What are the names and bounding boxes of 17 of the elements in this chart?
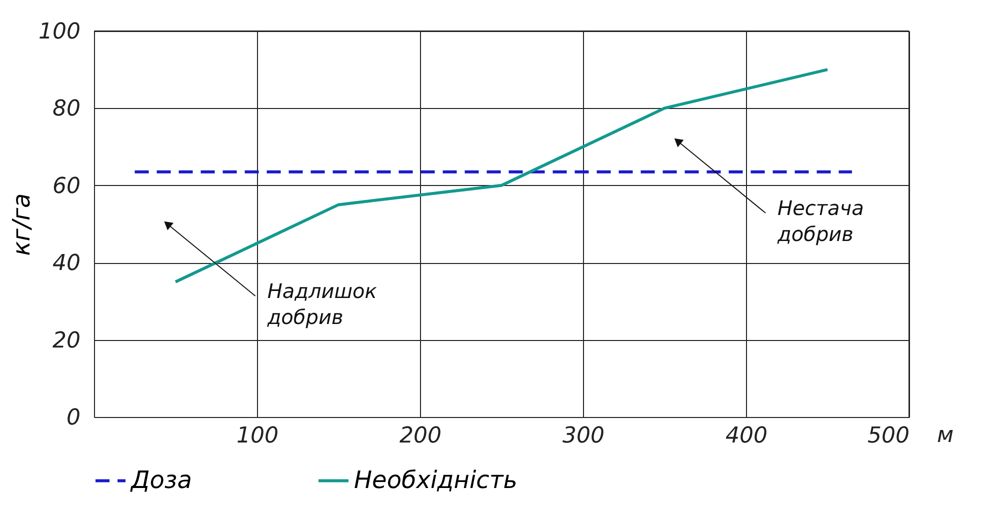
- legend-label: Доза: [130, 466, 192, 494]
- y-tick-label: 60: [52, 174, 80, 199]
- x-tick-label: 100: [236, 424, 278, 448]
- x-axis-title: м: [937, 423, 954, 448]
- annotation: Надлишок добрив: [266, 279, 377, 329]
- y-tick-label: 20: [52, 328, 80, 354]
- x-tick-label: 300: [562, 424, 604, 448]
- y-tick-label: 0: [66, 406, 80, 430]
- x-tick-label: 200: [400, 424, 442, 448]
- y-tick-label: 100: [38, 20, 80, 44]
- legend-label: Необхідність: [354, 466, 518, 494]
- x-tick-label: 400: [726, 424, 768, 448]
- annotation: Нестача добрив: [776, 196, 864, 246]
- y-tick-label: 40: [52, 251, 80, 276]
- y-axis-title: кг/га: [8, 193, 36, 256]
- x-tick-label: 500: [868, 424, 910, 448]
- y-tick-label: 80: [52, 96, 80, 122]
